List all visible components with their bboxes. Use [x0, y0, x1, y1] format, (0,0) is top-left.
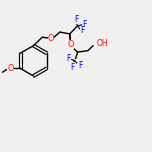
Text: OH: OH: [97, 39, 108, 48]
Text: F: F: [67, 54, 71, 63]
Text: O: O: [67, 40, 74, 49]
Text: O: O: [48, 34, 54, 43]
Text: O: O: [7, 64, 14, 73]
Text: F: F: [78, 61, 82, 70]
Text: F: F: [80, 26, 85, 35]
Text: F: F: [71, 62, 75, 72]
Text: F: F: [82, 19, 86, 29]
Text: F: F: [74, 15, 78, 24]
